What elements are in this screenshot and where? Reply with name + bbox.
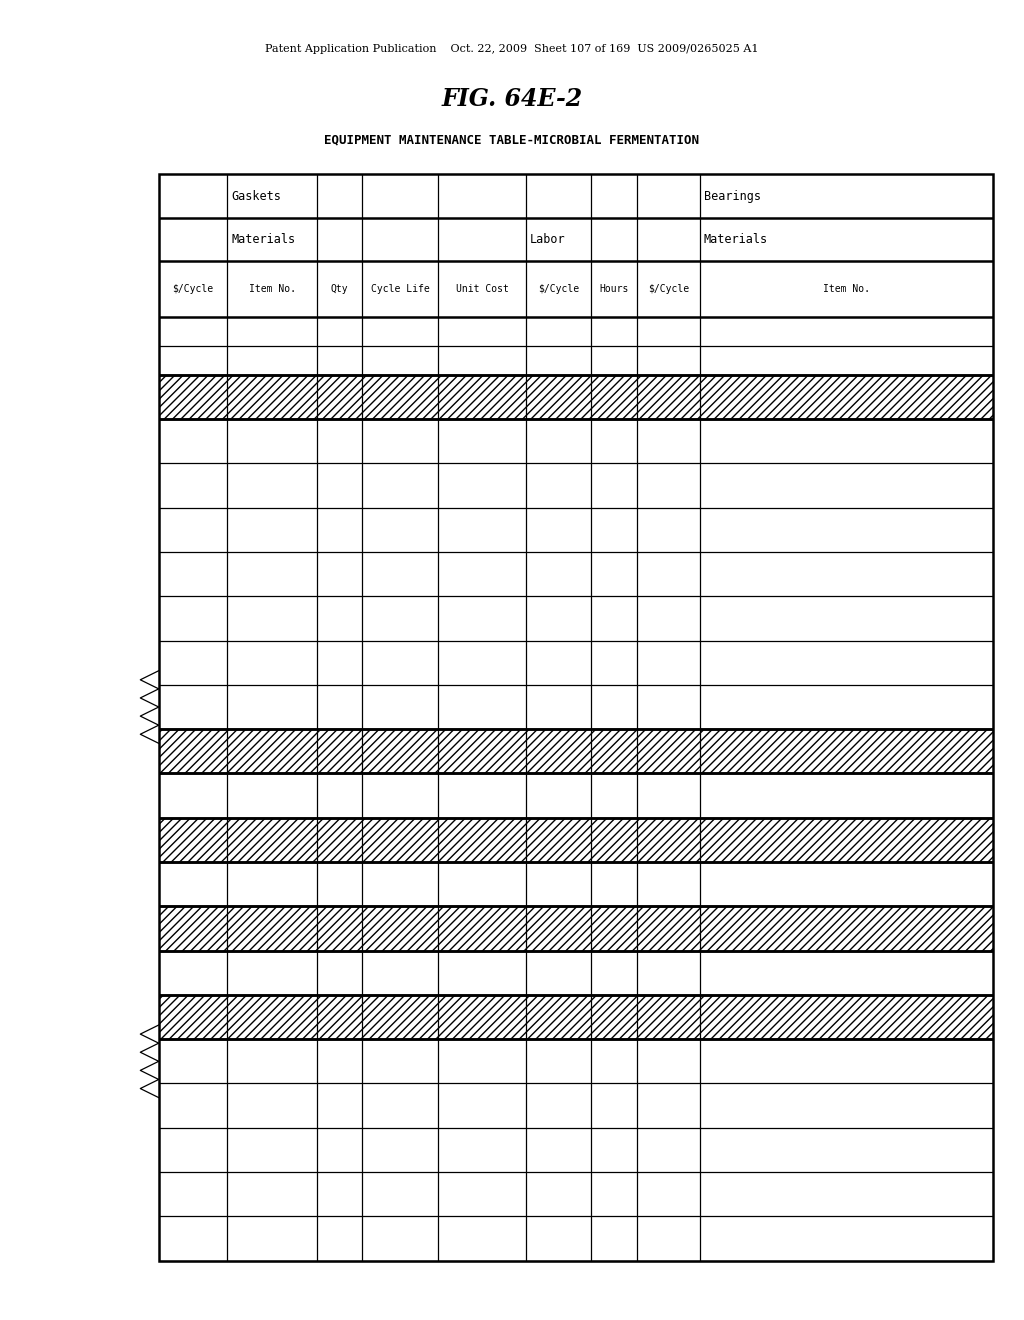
Bar bbox=[159, 375, 993, 420]
Text: Patent Application Publication    Oct. 22, 2009  Sheet 107 of 169  US 2009/02650: Patent Application Publication Oct. 22, … bbox=[265, 44, 759, 54]
Text: Gaskets: Gaskets bbox=[231, 190, 282, 202]
Bar bbox=[159, 817, 993, 862]
Text: Item No.: Item No. bbox=[249, 284, 296, 294]
Text: Qty: Qty bbox=[331, 284, 348, 294]
Text: Materials: Materials bbox=[231, 234, 295, 246]
Text: Bearings: Bearings bbox=[703, 190, 761, 202]
Text: FIG. 64E-2: FIG. 64E-2 bbox=[441, 87, 583, 111]
Text: EQUIPMENT MAINTENANCE TABLE-MICROBIAL FERMENTATION: EQUIPMENT MAINTENANCE TABLE-MICROBIAL FE… bbox=[325, 133, 699, 147]
Bar bbox=[159, 729, 993, 774]
Text: Hours: Hours bbox=[599, 284, 629, 294]
Text: Materials: Materials bbox=[703, 234, 768, 246]
Text: $/Cycle: $/Cycle bbox=[538, 284, 579, 294]
Text: $/Cycle: $/Cycle bbox=[647, 284, 689, 294]
Text: Cycle Life: Cycle Life bbox=[371, 284, 429, 294]
Text: Item No.: Item No. bbox=[823, 284, 870, 294]
Bar bbox=[159, 174, 993, 1261]
Bar bbox=[159, 907, 993, 950]
Text: $/Cycle: $/Cycle bbox=[172, 284, 213, 294]
Text: Unit Cost: Unit Cost bbox=[456, 284, 509, 294]
Bar bbox=[159, 995, 993, 1039]
Text: Labor: Labor bbox=[530, 234, 565, 246]
